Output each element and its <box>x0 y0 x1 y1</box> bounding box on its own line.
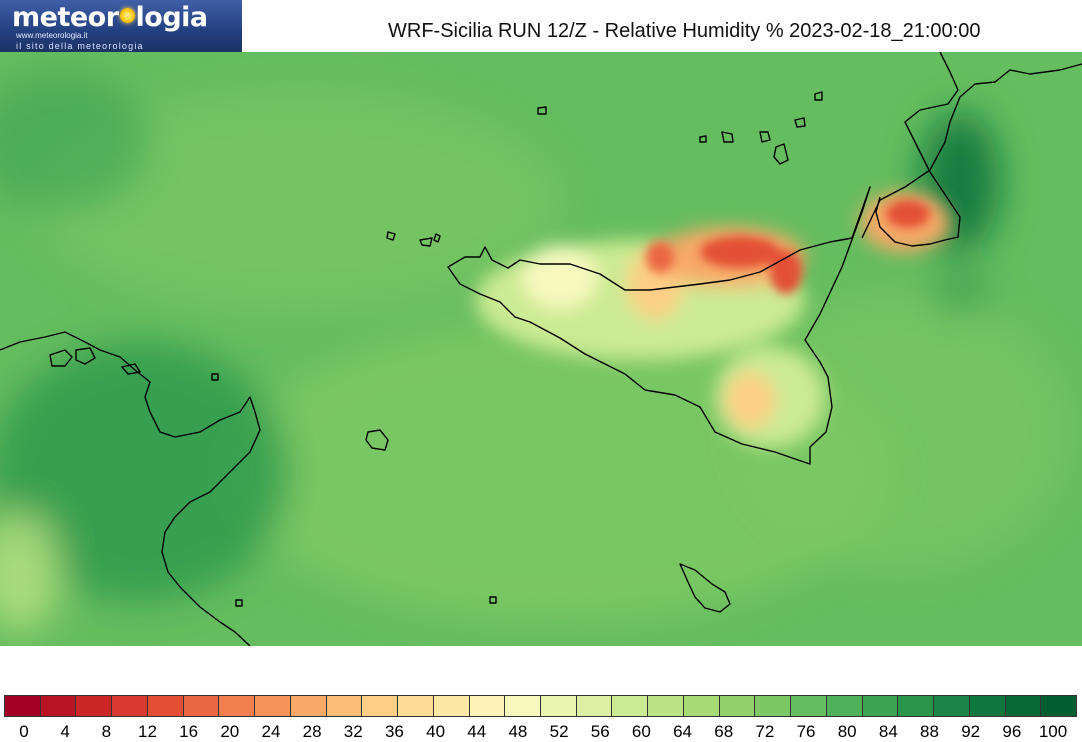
colorbar-tick-label: 60 <box>631 722 651 741</box>
colorbar-tick-label: 68 <box>714 722 734 741</box>
logo-tagline: il sito della meteorologia <box>16 41 144 51</box>
colorbar-tick-label: 36 <box>384 722 404 741</box>
colorbar-segment <box>505 696 542 716</box>
colorbar-segment <box>326 696 363 716</box>
colorbar-segment <box>791 696 827 716</box>
kerkennah-islands <box>49 347 96 367</box>
colorbar-segment <box>1041 696 1077 716</box>
colorbar-tick-label: 40 <box>426 722 446 741</box>
colorbar-segment <box>934 696 970 716</box>
colorbar-tick-label: 8 <box>101 722 112 741</box>
colorbar-segment <box>541 696 577 716</box>
colorbar-segment <box>398 696 434 716</box>
colorbar-segment <box>576 696 613 716</box>
colorbar-tick-label: 48 <box>508 722 528 741</box>
sun-icon <box>119 8 135 23</box>
egadi-islands <box>386 231 441 247</box>
lampedusa-island <box>121 363 141 375</box>
malta-coast <box>679 563 731 613</box>
logo-url: www.meteorologia.it <box>16 31 88 40</box>
colorbar-segment <box>1005 696 1042 716</box>
colorbar-tick-label: 0 <box>19 722 29 741</box>
colorbar-segment <box>648 696 684 716</box>
colorbar-tick-label: 84 <box>878 722 898 741</box>
ustica-island <box>537 106 547 115</box>
colorbar-tick-label: 76 <box>796 722 816 741</box>
colorbar-segment <box>469 696 506 716</box>
colorbar-segment <box>862 696 899 716</box>
colorbar-segment <box>719 696 756 716</box>
colorbar-segment <box>112 696 148 716</box>
colorbar-segment <box>255 696 291 716</box>
colorbar-segment <box>76 696 113 716</box>
colorbar-segment <box>612 696 649 716</box>
colorbar-tick-label: 80 <box>837 722 857 741</box>
humidity-colorbar <box>4 695 1077 717</box>
colorbar-segment <box>755 696 792 716</box>
colorbar-tick-label: 52 <box>549 722 569 741</box>
colorbar-tick-label: 56 <box>590 722 610 741</box>
colorbar-tick-label: 20 <box>220 722 240 741</box>
colorbar-segment <box>290 696 327 716</box>
pantelleria-coast <box>365 429 389 451</box>
colorbar-tick-label: 12 <box>138 722 157 741</box>
map-title: WRF-Sicilia RUN 12/Z - Relative Humidity… <box>388 20 981 42</box>
colorbar-segment <box>969 696 1006 716</box>
meteorologia-logo[interactable]: meteor logia www.meteorologia.it il sito … <box>0 0 242 52</box>
calabria-east-coast <box>875 51 961 247</box>
colorbar-segment <box>219 696 256 716</box>
colorbar-ticks: 0 4 8 12 16 20 24 28 32 36 40 44 48 52 56 60 64 68 72 76 80 8… <box>4 722 1077 741</box>
colorbar-segment <box>433 696 470 716</box>
colorbar-tick-label: 96 <box>1002 722 1022 741</box>
tunisia-coast <box>0 331 261 647</box>
colorbar-tick-label: 88 <box>920 722 939 741</box>
colorbar-tick-label: 16 <box>179 722 199 741</box>
colorbar-segment <box>683 696 720 716</box>
colorbar-tick-label: 64 <box>673 722 693 741</box>
logo-wordmark: meteor logia <box>12 2 208 33</box>
colorbar-tick-label: 24 <box>261 722 281 741</box>
linosa-island <box>211 373 497 607</box>
colorbar-segment <box>362 696 399 716</box>
colorbar-segment <box>5 696 41 716</box>
colorbar-tick-label: 4 <box>60 722 70 741</box>
colorbar-tick-label: 32 <box>343 722 363 741</box>
colorbar-tick-label: 100 <box>1038 722 1068 741</box>
colorbar-tick-label: 92 <box>961 722 981 741</box>
coastlines <box>0 51 1082 647</box>
colorbar-segment <box>147 696 184 716</box>
calabria-coast <box>861 63 1082 239</box>
colorbar-segment <box>40 696 77 716</box>
colorbar-segment <box>898 696 935 716</box>
colorbar-tick-label: 72 <box>755 722 775 741</box>
humidity-map <box>0 51 1082 647</box>
sicily-coast <box>447 186 871 465</box>
colorbar-tick-label: 28 <box>302 722 322 741</box>
colorbar-segment <box>826 696 863 716</box>
colorbar-tick-label: 44 <box>467 722 487 741</box>
colorbar-segment <box>183 696 220 716</box>
dry-cores <box>646 200 930 294</box>
aeolian-islands <box>699 91 823 165</box>
